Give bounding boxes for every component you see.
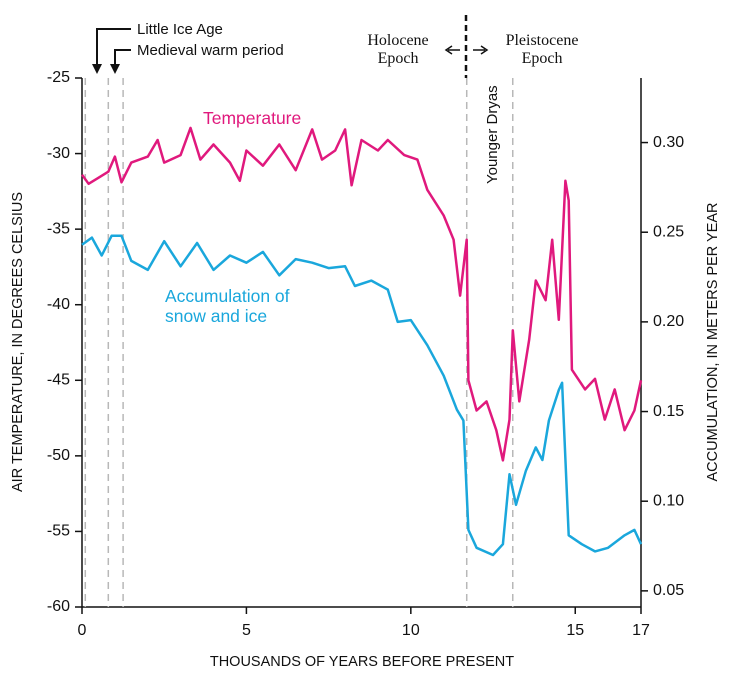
- y2-tick-label: 0.05: [653, 582, 684, 599]
- x-tick-label: 17: [632, 622, 650, 639]
- holocene-arrow: [444, 45, 460, 55]
- y2-tick-label: 0.25: [653, 223, 684, 240]
- series-label: Temperature: [203, 108, 302, 128]
- x-tick-label: 5: [242, 622, 251, 639]
- y2-tick-label: 0.30: [653, 134, 684, 151]
- y-tick-label: -50: [47, 447, 70, 464]
- series-line: [80, 126, 643, 462]
- y-tick-label: -40: [47, 296, 70, 313]
- little-ice-age-label: Little Ice Age: [137, 21, 223, 38]
- series-line: [81, 234, 643, 557]
- arrow-head: [92, 64, 102, 74]
- series-label: Accumulation of snow and ice: [165, 286, 290, 326]
- y2-tick-label: 0.15: [653, 403, 684, 420]
- little-ice-age-leader: [96, 28, 131, 72]
- y2-axis-title: ACCUMULATION, IN METERS PER YEAR: [705, 202, 721, 481]
- x-axis-title: THOUSANDS OF YEARS BEFORE PRESENT: [210, 654, 514, 670]
- y-axis-title: AIR TEMPERATURE, IN DEGREES CELSIUS: [10, 192, 26, 492]
- y-tick-label: -45: [47, 372, 70, 389]
- y-tick-label: -30: [47, 145, 70, 162]
- pleistocene-label: Pleistocene Epoch: [505, 32, 579, 67]
- y2-tick-label: 0.10: [653, 492, 684, 509]
- y-tick-label: -35: [47, 220, 70, 237]
- x-tick-label: 0: [78, 622, 87, 639]
- x-tick-label: 10: [402, 622, 420, 639]
- y2-tick-label: 0.20: [653, 313, 684, 330]
- younger-dryas-label: Younger Dryas: [484, 85, 501, 184]
- holocene-label: Holocene Epoch: [367, 32, 429, 67]
- axes: [81, 78, 642, 608]
- pleistocene-arrow: [473, 45, 489, 55]
- x-tick-label: 15: [566, 622, 584, 639]
- y-tick-label: -60: [47, 598, 70, 615]
- y-tick-label: -25: [47, 69, 70, 86]
- arrow-head: [110, 64, 120, 74]
- y-tick-label: -55: [47, 523, 70, 540]
- medieval-label: Medieval warm period: [137, 42, 284, 59]
